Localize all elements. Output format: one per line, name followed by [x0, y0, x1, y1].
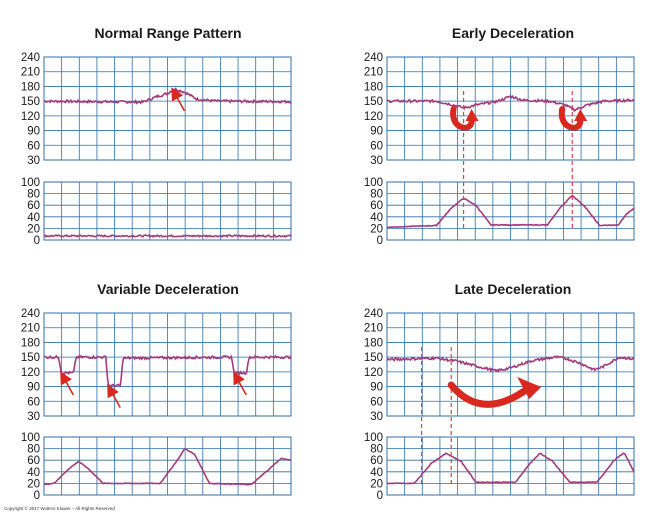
uc-tick-label: 20	[27, 223, 40, 235]
uc-tick-label: 20	[27, 478, 40, 490]
uc-tick-label: 0	[34, 235, 40, 247]
fhr-tick-label: 90	[27, 382, 40, 394]
annotation-arrow	[233, 371, 247, 396]
fhr-tick-label: 150	[364, 96, 383, 108]
curved-arrow	[447, 377, 542, 408]
panel-title-variable: Variable Deceleration	[97, 281, 239, 297]
uc-tick-label: 60	[370, 455, 383, 467]
uc-tick-label: 0	[377, 235, 383, 247]
fhr-tick-label: 90	[370, 382, 383, 394]
fhr-tick-label: 120	[21, 367, 40, 379]
u-turn-arrow-shaft	[558, 106, 584, 131]
u-turn-arrow-shaft	[450, 106, 475, 131]
uc-tick-label: 40	[27, 467, 40, 479]
fhr-tick-label: 150	[21, 352, 40, 364]
fhr-tick-label: 210	[364, 67, 383, 79]
panel-title-normal: Normal Range Pattern	[94, 25, 241, 41]
fhr-tick-label: 30	[370, 411, 383, 423]
annotation-arrow	[171, 87, 186, 112]
uc-tick-label: 20	[370, 478, 383, 490]
uc-tick-label: 0	[377, 490, 383, 502]
fhr-tick-label: 60	[370, 140, 383, 152]
u-turn-arrow-head	[574, 109, 588, 121]
uc-tick-label: 100	[21, 432, 40, 444]
uc-trace	[43, 448, 292, 486]
uc-trace	[43, 233, 292, 239]
curved-arrow-shaft	[447, 381, 531, 408]
fhr-tick-label: 30	[370, 155, 383, 167]
fhr-tick-label: 180	[364, 337, 383, 349]
fhr-tick-label: 30	[27, 411, 40, 423]
uc-tick-label: 60	[27, 455, 40, 467]
panel-title-late: Late Deceleration	[455, 281, 572, 297]
uc-tick-label: 40	[370, 212, 383, 224]
uc-tick-label: 100	[364, 432, 383, 444]
uc-tick-label: 40	[27, 212, 40, 224]
uc-tick-label: 0	[34, 490, 40, 502]
fhr-tick-label: 180	[364, 81, 383, 93]
uc-tick-label: 80	[370, 444, 383, 456]
uc-tick-label: 80	[27, 444, 40, 456]
uc-tick-label: 80	[370, 189, 383, 201]
uc-tick-label: 100	[364, 177, 383, 189]
uc-grid	[386, 181, 635, 241]
fhr-tick-label: 210	[21, 67, 40, 79]
fhr-grid	[386, 56, 635, 161]
uc-trace	[386, 194, 635, 229]
fhr-trace	[43, 87, 292, 105]
fhr-grid	[43, 312, 292, 417]
fhr-grid	[43, 56, 292, 161]
fhr-tick-label: 240	[364, 52, 383, 64]
curved-arrow-head	[517, 377, 542, 399]
fhr-trace	[43, 354, 292, 388]
fhr-tick-label: 150	[21, 96, 40, 108]
copyright-text: Copyright © 2017 Wolters Kluwer – All Ri…	[4, 506, 115, 511]
uc-tick-label: 40	[370, 467, 383, 479]
uc-tick-label: 60	[370, 200, 383, 212]
u-turn-arrow	[558, 106, 588, 131]
fhr-tick-label: 240	[364, 308, 383, 320]
fhr-trace	[386, 355, 635, 373]
fhr-tick-label: 120	[21, 111, 40, 123]
fhr-tick-label: 30	[27, 155, 40, 167]
annotation-arrow	[60, 371, 74, 396]
fhr-tick-label: 60	[27, 140, 40, 152]
uc-tick-label: 60	[27, 200, 40, 212]
fhr-tick-label: 210	[364, 323, 383, 335]
fhr-tick-label: 240	[21, 308, 40, 320]
uc-tick-label: 100	[21, 177, 40, 189]
fhr-tick-label: 180	[21, 81, 40, 93]
u-turn-arrow-head	[465, 109, 479, 121]
fhr-tick-label: 60	[27, 396, 40, 408]
panel-title-early: Early Deceleration	[452, 25, 574, 41]
annotation-arrow	[107, 383, 121, 408]
fhr-tick-label: 180	[21, 337, 40, 349]
uc-tick-label: 80	[27, 189, 40, 201]
fhr-tick-label: 90	[27, 126, 40, 138]
u-turn-arrow	[450, 106, 479, 131]
fhr-tick-label: 150	[364, 352, 383, 364]
fhr-tick-label: 240	[21, 52, 40, 64]
fhr-tick-label: 60	[370, 396, 383, 408]
fhr-tick-label: 90	[370, 126, 383, 138]
uc-tick-label: 20	[370, 223, 383, 235]
fhr-tick-label: 120	[364, 111, 383, 123]
uc-grid	[43, 436, 292, 496]
uc-grid	[43, 181, 292, 241]
uc-grid	[386, 436, 635, 496]
uc-trace	[387, 452, 635, 485]
fhr-trace	[386, 94, 635, 113]
fhr-tick-label: 210	[21, 323, 40, 335]
fhr-tick-label: 120	[364, 367, 383, 379]
